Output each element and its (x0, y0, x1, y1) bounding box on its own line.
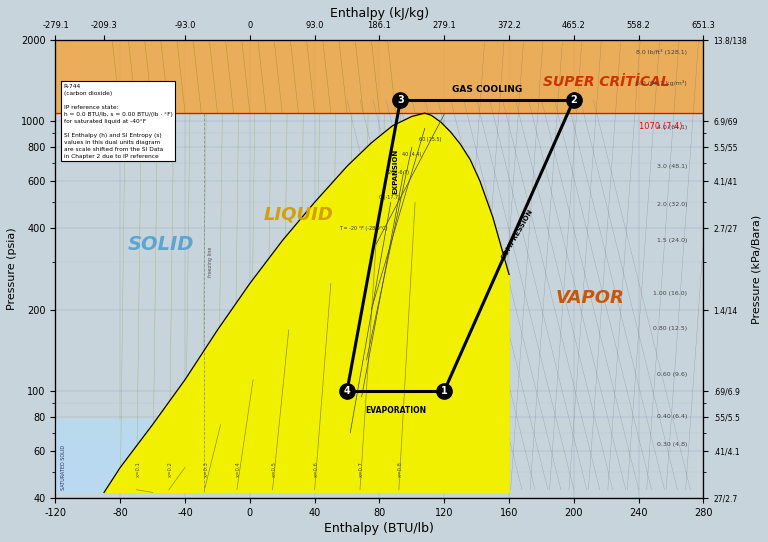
X-axis label: Enthalpy (BTU/lb): Enthalpy (BTU/lb) (325, 522, 435, 535)
Text: freezing line: freezing line (207, 247, 213, 278)
Text: R-744
(carbon dioxide)

IP reference state:
h = 0.0 BTU/lb, s = 0.00 BTU/(lb · °: R-744 (carbon dioxide) IP reference stat… (64, 83, 173, 159)
Polygon shape (55, 420, 204, 493)
Text: x=0.7: x=0.7 (359, 461, 364, 477)
Polygon shape (55, 441, 436, 493)
Text: 1.00 (16.0): 1.00 (16.0) (654, 291, 687, 296)
Text: SATURATED SOLID: SATURATED SOLID (61, 445, 66, 490)
Text: EXPANSION: EXPANSION (392, 149, 399, 194)
Polygon shape (55, 40, 703, 113)
Text: SUPER CRİTİCAL: SUPER CRİTİCAL (543, 75, 670, 89)
Text: GAS COOLING: GAS COOLING (452, 85, 522, 94)
Text: 2: 2 (571, 95, 578, 105)
Text: 0.80 (12.5): 0.80 (12.5) (653, 326, 687, 331)
Text: x=0.4: x=0.4 (236, 461, 241, 477)
Text: x=0.8: x=0.8 (398, 461, 403, 477)
Text: 1: 1 (441, 386, 448, 396)
Polygon shape (104, 113, 509, 493)
X-axis label: Enthalpy (kJ/kg): Enthalpy (kJ/kg) (330, 7, 429, 20)
Text: SOLID: SOLID (127, 235, 194, 254)
Text: x=0.5: x=0.5 (272, 461, 276, 477)
Text: 20 (-6.7): 20 (-6.7) (388, 170, 409, 176)
Text: LIQUID: LIQUID (263, 205, 333, 224)
Y-axis label: Pressure (psia): Pressure (psia) (7, 228, 17, 311)
Text: 0.60 (9.6): 0.60 (9.6) (657, 372, 687, 377)
Y-axis label: Pressure (kPa/Bara): Pressure (kPa/Bara) (751, 215, 761, 324)
Text: 3.0 (48.1): 3.0 (48.1) (657, 164, 687, 169)
Text: x=0.1: x=0.1 (136, 461, 141, 477)
Text: 1070 (7.4): 1070 (7.4) (639, 121, 682, 131)
Text: 40 (4.4): 40 (4.4) (402, 152, 422, 157)
Text: COMPRESSION: COMPRESSION (500, 208, 534, 260)
Text: 60 (15.5): 60 (15.5) (419, 138, 441, 143)
Text: x=0.3: x=0.3 (204, 461, 209, 477)
Text: 4: 4 (343, 386, 350, 396)
Text: 1.5 (24.0): 1.5 (24.0) (657, 238, 687, 243)
Text: x=0.2: x=0.2 (168, 461, 173, 477)
Text: 0.30 (4.8): 0.30 (4.8) (657, 442, 687, 448)
Text: 3: 3 (397, 95, 404, 105)
Text: x=0.6: x=0.6 (314, 461, 319, 477)
Text: 4.0 (64.1): 4.0 (64.1) (657, 125, 687, 130)
Text: VAPOR: VAPOR (555, 289, 624, 307)
Text: T = -20 °F (-28.9°C): T = -20 °F (-28.9°C) (339, 225, 388, 230)
Text: 0 (-17.7): 0 (-17.7) (379, 195, 400, 200)
Text: 6.0 (96.1 kg/m³): 6.0 (96.1 kg/m³) (637, 80, 687, 86)
Text: 0.40 (6.4): 0.40 (6.4) (657, 415, 687, 420)
Text: 2.0 (32.0): 2.0 (32.0) (657, 202, 687, 207)
Text: 8.0 lb/ft³ (128.1): 8.0 lb/ft³ (128.1) (636, 49, 687, 55)
Text: EVAPORATION: EVAPORATION (365, 406, 426, 415)
